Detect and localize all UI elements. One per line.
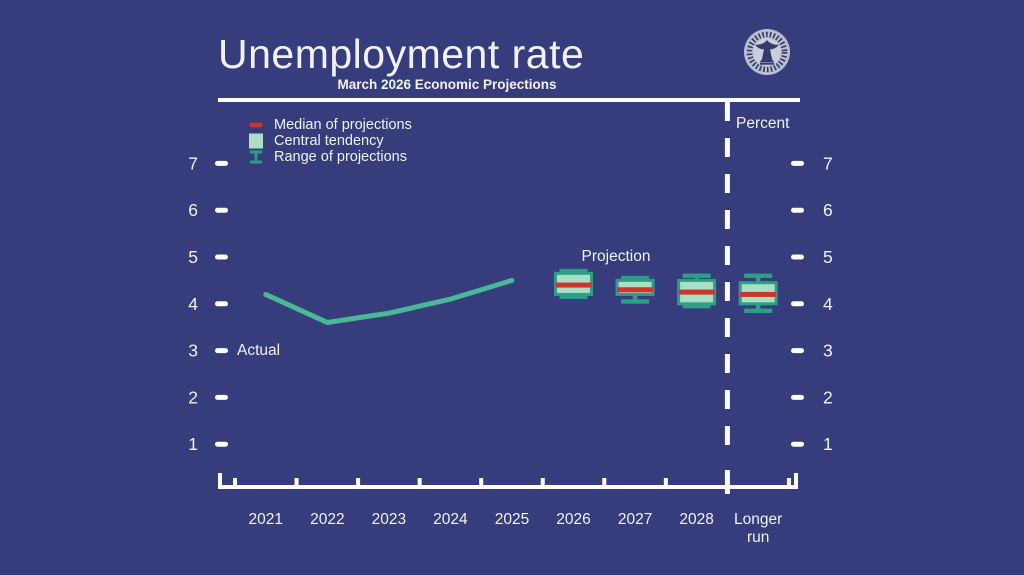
y-tick-right [791,207,804,213]
y-tick-right [791,301,804,307]
legend-item-central-tendency: Central tendency [247,133,412,149]
range-cap-top-longer-run [744,273,773,278]
chart-title: Unemployment rate [218,31,585,77]
federal-reserve-seal-icon [744,29,790,75]
chart-subtitle: March 2026 Economic Projections [337,77,557,92]
median-line-2028 [678,289,715,295]
y-axis-label-left: 3 [188,341,198,361]
y-axis-unit-label: Percent [736,115,790,132]
x-axis-label: 2025 [495,511,529,528]
legend-item-median: Median of projections [247,117,412,133]
y-tick-right [791,348,804,354]
x-axis-label: 2027 [618,511,652,528]
median-line-2026 [555,282,592,288]
range-cap-top-2028 [682,273,711,278]
y-tick-left [215,160,228,166]
y-axis-label-right: 5 [823,247,833,267]
central-tendency-box-icon [247,133,265,149]
projection-series-label: Projection [581,248,651,265]
range-cap-bottom-2027 [621,299,650,304]
y-tick-left [215,441,228,447]
y-tick-right [791,441,804,447]
actual-series-label: Actual [237,342,281,359]
y-axis-label-left: 5 [188,247,198,267]
x-axis-label: 2022 [310,511,344,528]
range-cap-top-2026 [559,268,588,274]
range-cap-bottom-longer-run [744,308,773,314]
y-tick-right [791,254,804,260]
y-axis-label-right: 2 [823,387,833,407]
x-axis-label: 2028 [679,511,713,528]
median-line-2027 [617,287,654,293]
y-tick-right [791,160,804,166]
median-line-longer-run [740,291,777,297]
x-axis-label: 2023 [372,511,406,528]
legend: Median of projections Central tendency [247,117,412,165]
y-axis-label-left: 2 [188,387,198,407]
x-axis-label: 2026 [556,511,590,528]
y-tick-left [215,207,228,213]
y-axis-label-left: 7 [188,153,198,173]
legend-item-range: Range of projections [247,149,412,165]
legend-label: Central tendency [274,133,384,149]
median-dash-icon [247,117,265,133]
range-cap-bottom-2028 [682,303,711,309]
actual-line [263,277,515,326]
y-axis-label-right: 1 [823,434,833,454]
x-axis-label: Longer run [734,511,782,546]
y-axis-label-right: 4 [823,294,833,314]
y-axis-label-left: 4 [188,294,198,314]
y-tick-left [215,394,228,400]
y-tick-left [215,348,228,354]
x-axis-label: 2024 [433,511,468,528]
y-tick-left [215,254,228,260]
y-tick-right [791,394,804,400]
range-cap-top-2027 [621,275,650,281]
x-axis-label: 2021 [249,511,283,528]
legend-label: Median of projections [274,117,412,133]
y-axis-label-left: 1 [188,434,198,454]
range-ibeam-icon [247,149,265,165]
y-axis-label-right: 3 [823,341,833,361]
legend-label: Range of projections [274,149,407,165]
y-axis-label-left: 6 [188,200,198,220]
y-axis-label-right: 7 [823,153,833,173]
y-tick-left [215,301,228,307]
y-axis-label-right: 6 [823,200,833,220]
range-cap-bottom-2026 [559,294,588,299]
